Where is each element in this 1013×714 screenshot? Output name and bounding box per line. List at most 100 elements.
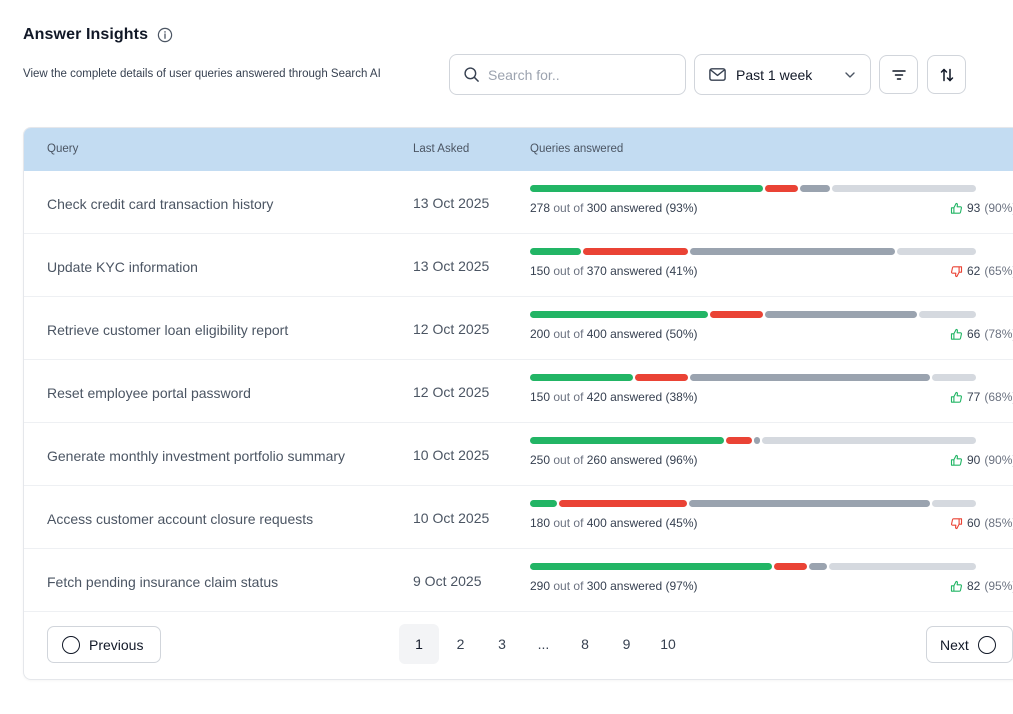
previous-label: Previous [89, 636, 144, 653]
page-title-row: Answer Insights [23, 26, 173, 44]
bar-segment-answered [530, 500, 558, 507]
feedback-summary: 90(90%) [950, 453, 1013, 467]
last-asked-date: 12 Oct 2025 [413, 321, 490, 337]
page-number[interactable]: 2 [456, 636, 465, 652]
bar-segment-partial [690, 374, 930, 381]
table-row[interactable]: Generate monthly investment portfolio su… [24, 423, 1013, 486]
thumbs-up-icon [950, 454, 967, 467]
page-number[interactable]: 9 [622, 636, 631, 652]
answered-summary: 250 out of 260 answered (96%) [530, 453, 698, 467]
bar-segment-failed [725, 437, 752, 444]
query-text: Check credit card transaction history [47, 196, 274, 212]
thumbs-up-icon [950, 391, 967, 404]
column-header-query[interactable]: Query [47, 143, 79, 155]
bar-segment-failed [559, 500, 687, 507]
table-row[interactable]: Access customer account closure requests… [24, 486, 1013, 549]
bar-segment-remaining [931, 374, 976, 381]
query-text: Reset employee portal password [47, 385, 251, 401]
answer-progress-bar [530, 311, 976, 318]
bar-segment-answered [530, 374, 634, 381]
answered-summary: 200 out of 400 answered (50%) [530, 327, 698, 341]
answered-summary: 150 out of 420 answered (38%) [530, 390, 698, 404]
chevron-down-icon [843, 68, 857, 82]
bar-segment-answered [530, 311, 709, 318]
table-row[interactable]: Reset employee portal password 12 Oct 202… [24, 360, 1013, 423]
bar-segment-failed [582, 248, 689, 255]
column-header-last-asked[interactable]: Last Asked [413, 143, 470, 155]
query-text: Retrieve customer loan eligibility repor… [47, 322, 289, 338]
page-number[interactable]: 1 [399, 624, 439, 664]
pagination: Previous 1 2 3... 8 9 10 Next [24, 612, 1013, 679]
bar-segment-remaining [761, 437, 976, 444]
answer-progress-bar [530, 248, 976, 255]
circle-icon [977, 635, 996, 654]
thumbs-up-icon [950, 580, 967, 593]
column-header-queries-answered[interactable]: Queries answered [530, 143, 624, 155]
page-number[interactable]: 8 [581, 636, 589, 652]
page-numbers: 1 2 3... 8 9 10 [399, 624, 690, 664]
bar-segment-failed [710, 311, 763, 318]
page-number[interactable]: 3 [498, 636, 506, 652]
bar-segment-partial [753, 437, 760, 444]
next-button[interactable]: Next [926, 626, 1013, 663]
query-text: Update KYC information [47, 259, 198, 275]
next-label: Next [940, 636, 969, 653]
sort-button[interactable] [927, 55, 966, 94]
filter-icon [891, 69, 906, 80]
answer-progress-bar [530, 437, 976, 444]
bar-segment-partial [688, 500, 930, 507]
answered-summary: 290 out of 300 answered (97%) [530, 579, 698, 593]
table-row[interactable]: Update KYC information 13 Oct 2025 150 out… [24, 234, 1013, 297]
bar-segment-remaining [896, 248, 976, 255]
answer-progress-bar [530, 500, 976, 507]
last-asked-date: 13 Oct 2025 [413, 258, 490, 274]
table-body: Check credit card transaction history 13 … [24, 171, 1013, 612]
bar-segment-remaining [918, 311, 976, 318]
page-number[interactable]: 10 [660, 636, 676, 652]
feedback-summary: 93(90%) [950, 201, 1013, 215]
feedback-summary: 60(85%) [950, 516, 1013, 530]
bar-segment-failed [765, 185, 799, 192]
table-header: Query Last Asked Queries answered [24, 128, 1013, 171]
feedback-summary: 77(68%) [950, 390, 1013, 404]
feedback-summary: 66(78%) [950, 327, 1013, 341]
query-text: Generate monthly investment portfolio su… [47, 448, 346, 464]
feedback-summary: 82(95%) [950, 579, 1013, 593]
period-select-label: Past 1 week [736, 66, 813, 83]
filter-button[interactable] [879, 55, 918, 94]
query-text: Access customer account closure requests [47, 511, 314, 527]
thumbs-down-icon [950, 517, 967, 530]
last-asked-date: 13 Oct 2025 [413, 195, 490, 211]
previous-button[interactable]: Previous [47, 626, 161, 663]
page-title: Answer Insights [23, 26, 149, 43]
bar-segment-partial [809, 563, 828, 570]
info-icon[interactable] [157, 27, 173, 43]
last-asked-date: 9 Oct 2025 [413, 573, 482, 589]
bar-segment-partial [800, 185, 830, 192]
table-row[interactable]: Fetch pending insurance claim status 9 Oc… [24, 549, 1013, 612]
last-asked-date: 12 Oct 2025 [413, 384, 490, 400]
thumbs-up-icon [950, 202, 967, 215]
answers-table: Query Last Asked Queries answered Check … [23, 127, 1013, 680]
bar-segment-partial [764, 311, 917, 318]
feedback-summary: 62(65%) [950, 264, 1013, 278]
thumbs-up-icon [950, 328, 967, 341]
mail-icon [708, 65, 727, 84]
bar-segment-answered [530, 185, 764, 192]
table-row[interactable]: Retrieve customer loan eligibility repor… [24, 297, 1013, 360]
sort-icon [940, 68, 953, 81]
search-input[interactable] [488, 66, 668, 83]
table-row[interactable]: Check credit card transaction history 13 … [24, 171, 1013, 234]
bar-segment-failed [635, 374, 689, 381]
bar-segment-answered [530, 563, 772, 570]
bar-segment-failed [774, 563, 808, 570]
search-box[interactable] [449, 54, 686, 95]
answer-progress-bar [530, 374, 976, 381]
answered-summary: 278 out of 300 answered (93%) [530, 201, 698, 215]
page-ellipsis: ... [537, 636, 550, 652]
period-select[interactable]: Past 1 week [694, 54, 871, 95]
bar-segment-answered [530, 248, 581, 255]
bar-segment-partial [690, 248, 895, 255]
last-asked-date: 10 Oct 2025 [413, 447, 490, 463]
answered-summary: 180 out of 400 answered (45%) [530, 516, 698, 530]
